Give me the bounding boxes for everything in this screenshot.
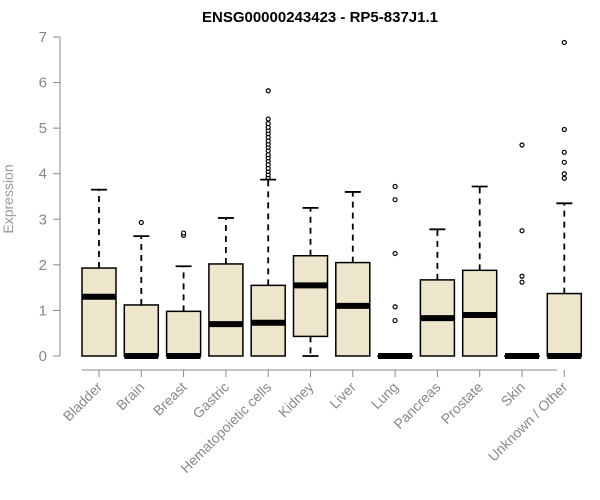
outlier-point xyxy=(265,120,271,127)
box-group xyxy=(165,230,202,359)
box-group xyxy=(546,39,583,359)
y-axis-label: Expression xyxy=(0,164,16,233)
outlier-point xyxy=(561,126,567,133)
box-group xyxy=(292,206,329,357)
box-iqr xyxy=(335,261,371,357)
outlier-point xyxy=(561,39,567,46)
outlier-point xyxy=(265,88,271,94)
y-tick-label: 7 xyxy=(39,29,47,46)
box-group xyxy=(377,183,413,359)
outlier-point xyxy=(519,228,525,234)
x-tick-label: Prostate xyxy=(438,379,486,427)
x-tick-label: Unknown / Other xyxy=(485,379,571,465)
y-tick-label: 4 xyxy=(39,166,47,183)
x-tick-label: Lung xyxy=(368,379,401,412)
box-group xyxy=(335,191,371,357)
outlier-point xyxy=(392,250,398,257)
outlier-point xyxy=(561,171,567,177)
y-tick-label: 2 xyxy=(39,257,47,274)
outlier-point xyxy=(519,279,525,285)
y-tick-label: 3 xyxy=(39,211,47,228)
box-group xyxy=(419,228,456,357)
y-tick-label: 5 xyxy=(39,120,47,137)
x-tick-label: Skin xyxy=(498,379,529,410)
box-group xyxy=(123,219,160,359)
outlier-point xyxy=(519,273,525,279)
y-tick-label: 0 xyxy=(39,348,47,365)
y-axis-ticks: 0 1 2 3 4 5 6 7 xyxy=(39,29,60,365)
outlier-point xyxy=(392,197,398,203)
outlier-point xyxy=(392,183,398,190)
outlier-point xyxy=(561,159,567,165)
outlier-point xyxy=(181,230,187,236)
box-series xyxy=(81,39,583,359)
box-iqr xyxy=(292,254,329,338)
box-iqr xyxy=(123,304,160,357)
chart-title: ENSG00000243423 - RP5-837J1.1 xyxy=(202,9,438,26)
outlier-point xyxy=(561,149,567,155)
x-tick-label: Kidney xyxy=(275,379,317,421)
box-iqr xyxy=(208,263,244,357)
x-tick-label: Breast xyxy=(150,379,190,419)
outlier-point xyxy=(519,142,525,148)
box-iqr xyxy=(81,267,117,357)
outlier-point xyxy=(265,116,271,122)
outlier-point xyxy=(138,219,144,226)
box-iqr xyxy=(546,292,583,357)
box-group xyxy=(504,142,540,359)
x-tick-label: Liver xyxy=(326,379,359,412)
box-group xyxy=(250,88,286,357)
x-tick-label: Pancreas xyxy=(390,379,443,432)
outlier-point xyxy=(561,175,567,181)
outlier-point xyxy=(392,304,398,310)
box-group xyxy=(208,217,244,357)
outlier-point xyxy=(392,317,398,324)
box-group xyxy=(461,185,498,357)
y-tick-label: 1 xyxy=(39,302,47,319)
y-tick-label: 6 xyxy=(39,75,47,92)
x-tick-label: Brain xyxy=(113,379,147,413)
x-tick-label: Bladder xyxy=(60,379,106,425)
box-iqr xyxy=(165,310,202,357)
box-group xyxy=(81,188,117,357)
